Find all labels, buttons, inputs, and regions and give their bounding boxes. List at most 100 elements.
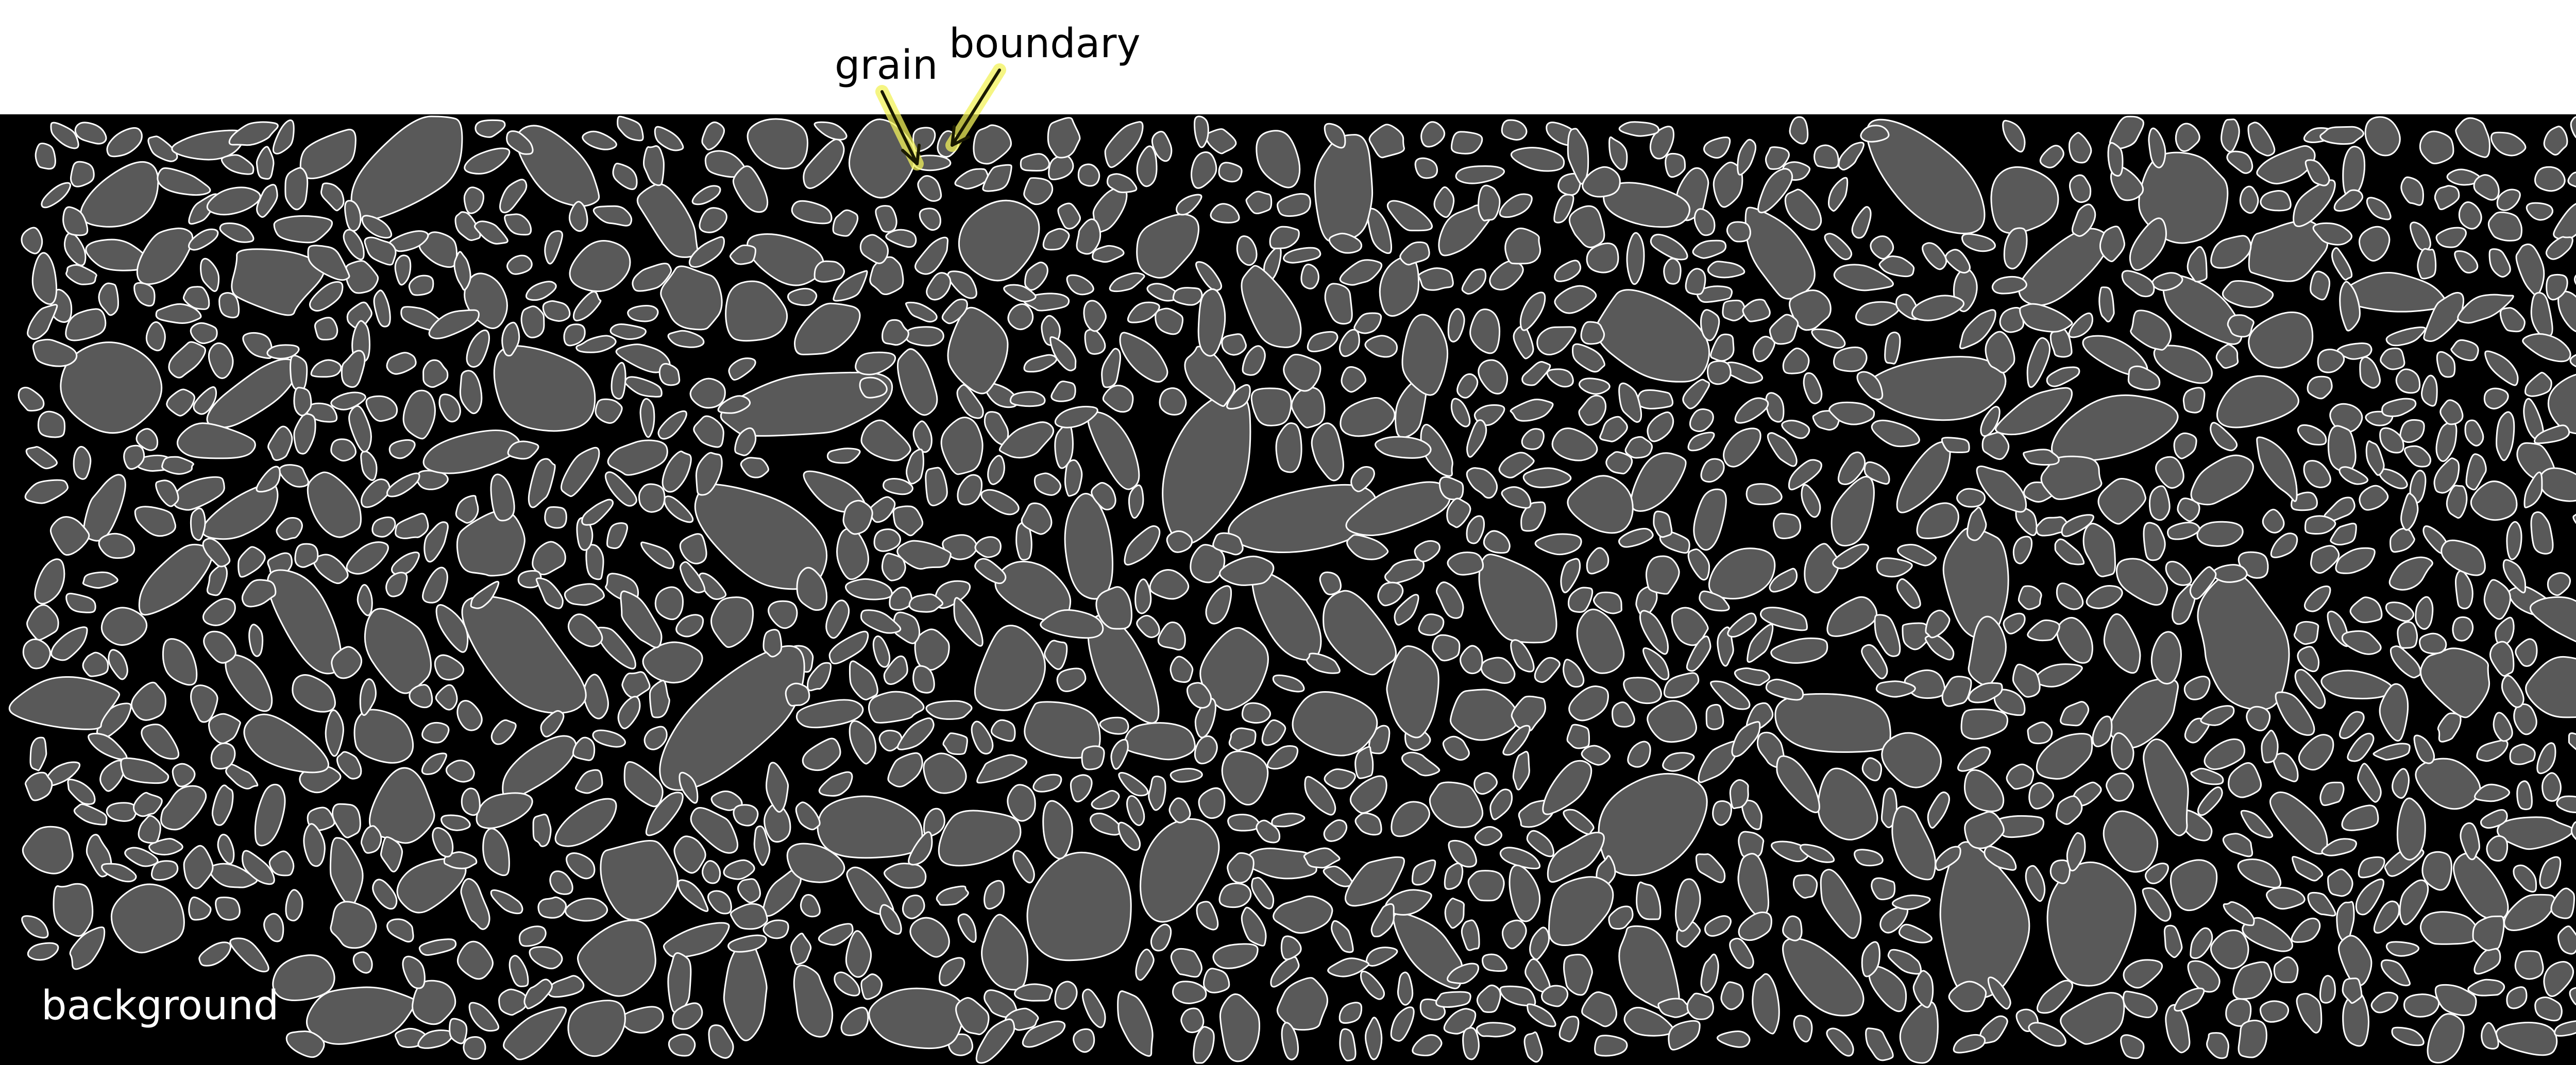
grain — [2086, 585, 2123, 609]
grain — [1924, 634, 1955, 661]
grain — [2419, 647, 2490, 718]
grain — [1090, 813, 1122, 836]
grain — [320, 182, 345, 212]
grain — [1608, 905, 1634, 930]
grain — [842, 500, 873, 535]
grain — [2570, 116, 2576, 139]
grain — [881, 553, 906, 581]
grain — [80, 161, 159, 228]
grain — [1354, 746, 1374, 779]
grain — [2121, 270, 2155, 298]
grain — [2106, 772, 2134, 802]
grain — [2023, 449, 2060, 466]
grain — [658, 363, 681, 386]
grain — [1922, 242, 1947, 270]
grain — [1166, 530, 1193, 553]
grain — [136, 227, 194, 285]
grain — [1738, 911, 1772, 941]
grain — [341, 350, 366, 388]
grain — [723, 859, 755, 880]
grain — [1474, 826, 1503, 846]
grain — [160, 785, 207, 831]
grain — [1536, 326, 1577, 356]
grain — [564, 583, 605, 606]
grain — [2098, 286, 2115, 322]
grain — [211, 784, 234, 826]
grain — [1623, 677, 1662, 705]
grain — [1863, 461, 1890, 485]
grain — [1526, 830, 1555, 857]
grain — [1884, 331, 1901, 365]
grain — [2206, 1032, 2229, 1059]
grain — [2246, 706, 2271, 731]
grain — [2460, 822, 2480, 861]
grain — [217, 833, 235, 865]
grain — [699, 207, 727, 233]
grain — [210, 742, 236, 770]
grain — [659, 645, 805, 791]
grain — [1411, 859, 1436, 886]
grain — [408, 274, 434, 296]
grain — [1151, 131, 1173, 162]
grain — [2347, 732, 2375, 762]
grain — [1095, 586, 1133, 630]
grain — [617, 696, 641, 730]
grain — [2513, 864, 2537, 893]
grain — [1273, 895, 1333, 934]
grain — [2506, 986, 2528, 1009]
grain — [1386, 200, 1433, 232]
grain — [2036, 980, 2074, 1014]
grain — [2488, 248, 2511, 278]
grain — [1450, 131, 1483, 154]
grain — [2470, 480, 2518, 521]
grain — [987, 455, 1005, 485]
grain — [1782, 937, 1865, 1017]
grain — [310, 359, 342, 378]
grain — [292, 674, 336, 713]
grain — [1269, 226, 1300, 249]
grain — [1572, 343, 1605, 373]
grain — [422, 430, 521, 474]
grain — [1793, 1015, 1813, 1043]
grain — [2025, 865, 2046, 902]
grain — [2534, 424, 2570, 444]
grain — [2547, 373, 2576, 435]
grain — [1447, 552, 1484, 576]
grain — [138, 815, 161, 844]
grain — [1221, 750, 1269, 805]
grain — [1377, 581, 1404, 607]
grain — [702, 860, 721, 884]
grain — [974, 536, 1002, 558]
grain — [1180, 1007, 1205, 1034]
grain — [563, 323, 586, 347]
grain — [108, 649, 128, 680]
grain — [2415, 758, 2481, 810]
grain — [1084, 329, 1106, 355]
grain — [31, 252, 58, 305]
grain — [1527, 1003, 1556, 1027]
grain — [1101, 348, 1122, 388]
grain — [202, 598, 236, 626]
grain — [503, 1006, 567, 1060]
grain — [190, 507, 206, 541]
grain — [2127, 365, 2161, 391]
grain — [908, 831, 933, 866]
grain — [2380, 959, 2411, 987]
grain — [344, 200, 362, 232]
grain — [872, 635, 891, 668]
grain — [459, 370, 483, 415]
grain — [2370, 991, 2399, 1014]
grain — [435, 684, 458, 711]
grain — [2516, 780, 2533, 811]
grain — [506, 130, 534, 155]
grain — [1304, 776, 1336, 816]
grain — [99, 760, 125, 792]
grain — [34, 558, 65, 605]
grain — [2223, 901, 2255, 926]
grain — [1049, 336, 1077, 371]
grain — [1624, 436, 1653, 459]
grain — [2270, 532, 2298, 558]
grain — [2556, 795, 2576, 814]
grain — [2342, 146, 2366, 199]
grain — [1686, 992, 1714, 1020]
